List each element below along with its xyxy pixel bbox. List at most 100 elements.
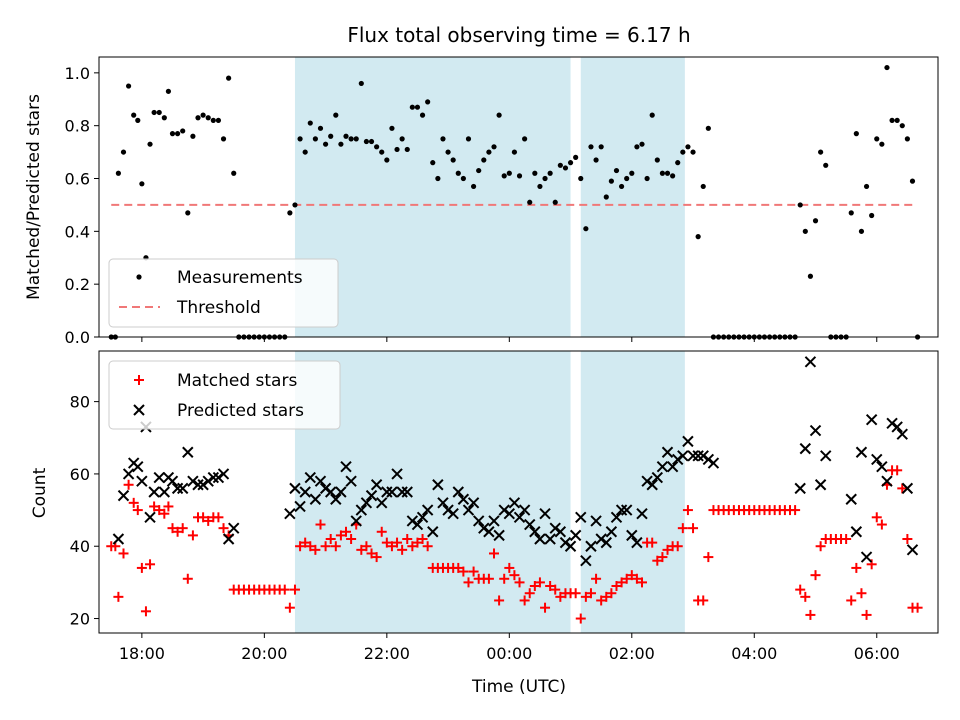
- measurement-point: [161, 115, 167, 121]
- measurement-point: [226, 75, 232, 81]
- matched-star-point: [300, 537, 311, 548]
- measurement-point: [552, 199, 558, 205]
- measurement-point: [384, 157, 390, 163]
- matched-star-point: [703, 552, 714, 563]
- measurement-point: [205, 115, 211, 121]
- predicted-star-point: [158, 486, 171, 498]
- top-y-axis-label: Matched/Predicted stars: [24, 94, 44, 300]
- legend-bottom: Matched stars Predicted stars: [108, 360, 341, 430]
- matched-star-point: [688, 523, 699, 534]
- matched-star-point: [871, 512, 882, 523]
- predicted-star-point: [340, 460, 352, 473]
- measurement-point: [409, 104, 415, 110]
- predicted-star-point: [442, 504, 454, 516]
- matched-star-point: [167, 523, 178, 534]
- measurement-point: [664, 170, 671, 176]
- predicted-star-point: [871, 453, 883, 466]
- matched-star-point: [534, 577, 545, 588]
- predicted-star-point: [117, 489, 130, 502]
- predicted-star-point: [901, 482, 914, 495]
- measurement-point: [328, 133, 334, 139]
- matched-star-point: [453, 562, 464, 573]
- matched-star-point: [182, 573, 193, 584]
- measurement-point: [358, 80, 364, 87]
- measurement-point: [496, 112, 502, 118]
- measurement-point: [634, 144, 640, 150]
- measurement-point: [389, 125, 395, 131]
- measurement-point: [884, 64, 890, 71]
- measurement-point: [165, 88, 172, 94]
- measurement-point: [348, 136, 354, 142]
- measurement-point: [174, 131, 181, 137]
- predicted-star-point: [814, 479, 827, 491]
- matched-star-point: [113, 591, 124, 602]
- legend-measurements-label: Measurements: [177, 268, 303, 288]
- measurement-point: [654, 157, 660, 163]
- matched-star-point: [902, 534, 913, 544]
- predicted-star-point: [284, 507, 296, 520]
- measurement-point: [139, 181, 145, 187]
- predicted-star-point: [406, 515, 419, 527]
- measurement-point: [583, 226, 589, 232]
- legend-predicted-label: Predicted stars: [177, 401, 304, 421]
- matched-star-point: [621, 573, 632, 584]
- measurement-point: [578, 175, 584, 182]
- predicted-star-point: [692, 450, 704, 462]
- matched-star-point: [616, 577, 627, 588]
- predicted-star-point: [702, 453, 715, 466]
- measurement-point: [700, 183, 706, 190]
- matched-star-point: [417, 534, 428, 544]
- measurement-point: [516, 173, 523, 179]
- matched-star-point: [154, 505, 165, 516]
- measurement-point: [899, 123, 905, 129]
- measurement-point: [455, 170, 461, 176]
- measurement-point: [527, 199, 533, 205]
- predicted-star-point: [452, 486, 464, 498]
- matched-star-point: [652, 555, 663, 566]
- matched-star-point: [279, 584, 290, 595]
- predicted-star-point: [212, 471, 225, 484]
- measurement-point: [185, 210, 191, 216]
- predicted-star-point: [447, 507, 459, 520]
- matched-star-point: [335, 530, 346, 541]
- matched-star-point: [136, 562, 147, 573]
- predicted-star-point: [222, 533, 235, 545]
- measurement-point: [322, 141, 329, 147]
- predicted-star-point: [508, 497, 521, 509]
- matched-star-point: [320, 541, 331, 552]
- legend-measurements-marker: [136, 274, 142, 280]
- matched-star-point: [912, 602, 923, 613]
- measurement-point: [440, 136, 446, 142]
- measurement-point: [460, 175, 466, 182]
- measurement-point: [874, 136, 880, 142]
- predicted-star-point: [294, 500, 306, 513]
- matched-star-point: [376, 526, 387, 537]
- predicted-star-point: [906, 544, 919, 556]
- predicted-star-point: [794, 482, 806, 495]
- predicted-star-point: [112, 533, 125, 545]
- measurement-point: [823, 162, 829, 168]
- legend-threshold-label: Threshold: [176, 298, 261, 318]
- matched-star-point: [580, 591, 591, 602]
- measurement-point: [618, 183, 625, 190]
- measurement-point: [156, 109, 162, 116]
- measurement-point: [231, 170, 237, 176]
- matched-star-point: [407, 541, 418, 552]
- matched-star-point: [591, 573, 602, 584]
- predicted-star-point: [615, 504, 628, 516]
- measurement-point: [685, 144, 691, 150]
- predicted-star-point: [319, 482, 332, 495]
- predicted-star-point: [503, 507, 516, 520]
- predicted-star-point: [376, 497, 388, 509]
- matched-star-point: [790, 505, 801, 516]
- measurement-point: [511, 149, 518, 155]
- measurement-point: [368, 138, 375, 145]
- predicted-star-point: [820, 450, 832, 462]
- measurement-point: [603, 194, 609, 200]
- predicted-star-point: [386, 486, 398, 498]
- measurement-point: [476, 167, 482, 174]
- predicted-star-point: [569, 529, 582, 542]
- measurement-point: [190, 133, 196, 139]
- matched-star-point: [397, 544, 408, 555]
- measurement-point: [644, 175, 650, 182]
